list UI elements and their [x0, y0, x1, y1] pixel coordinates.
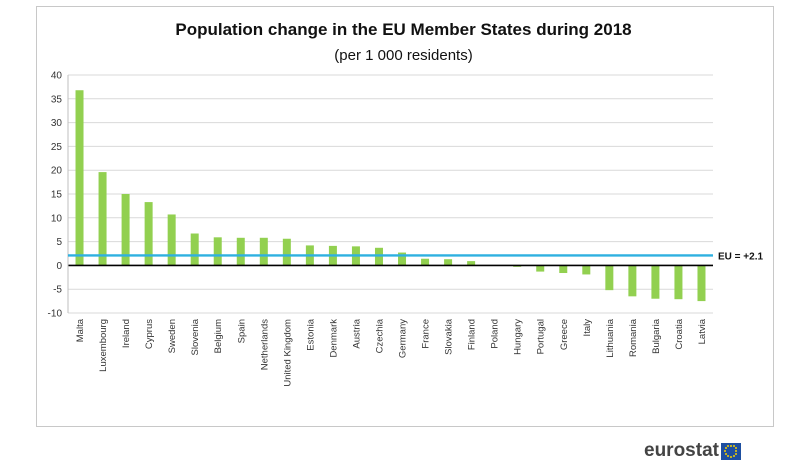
x-tick-label: Lithuania: [605, 318, 616, 357]
x-tick-label: France: [421, 319, 432, 349]
bar-germany: [398, 252, 407, 266]
x-tick-label: Luxembourg: [98, 319, 109, 372]
x-tick-label: Croatia: [674, 318, 685, 349]
bar-latvia: [697, 265, 706, 302]
bar-france: [421, 258, 430, 266]
x-tick-label: Slovenia: [190, 318, 201, 355]
x-tick-label: Portugal: [536, 319, 547, 354]
bar-ireland: [121, 194, 130, 266]
eu-flag-icon: [720, 442, 741, 460]
eurostat-logo: eurostat: [644, 440, 741, 462]
x-tick-label: Sweden: [167, 319, 178, 353]
chart-subtitle: (per 1 000 residents): [334, 47, 473, 64]
x-tick-label: Austria: [351, 318, 362, 348]
bar-cyprus: [144, 202, 153, 266]
y-tick-label: 10: [51, 213, 63, 224]
x-tick-label: Estonia: [305, 318, 316, 350]
x-tick-label: Malta: [75, 318, 86, 342]
eurostat-logo-text: eurostat: [644, 440, 719, 461]
x-tick-label: Poland: [490, 319, 501, 349]
bar-finland: [467, 261, 476, 266]
bar-greece: [559, 265, 568, 274]
x-tick-label: Netherlands: [259, 319, 270, 370]
x-tick-label: Italy: [582, 319, 593, 337]
y-tick-label: 25: [51, 142, 63, 153]
x-tick-label: United Kingdom: [282, 319, 293, 387]
bar-sweden: [167, 214, 176, 266]
bar-lithuania: [605, 265, 614, 291]
bar-croatia: [674, 265, 683, 300]
y-tick-label: 35: [51, 94, 63, 105]
x-tick-label: Hungary: [513, 319, 524, 355]
bar-malta: [75, 90, 84, 266]
y-tick-label: 40: [51, 71, 63, 82]
x-tick-label: Belgium: [213, 319, 224, 353]
bar-portugal: [536, 265, 545, 272]
x-tick-label: Ireland: [121, 319, 132, 348]
eu-reference-label: EU = +2.1: [718, 251, 763, 262]
x-tick-label: Germany: [398, 319, 409, 358]
bar-slovakia: [444, 259, 453, 266]
chart-title: Population change in the EU Member State…: [175, 20, 632, 39]
bar-slovenia: [190, 233, 199, 266]
x-tick-label: Cyprus: [144, 319, 155, 349]
bar-spain: [236, 237, 245, 266]
y-tick-label: -5: [53, 285, 62, 296]
x-tick-label: Finland: [467, 319, 478, 350]
x-tick-label: Spain: [236, 319, 247, 343]
bar-united-kingdom: [282, 238, 291, 266]
x-tick-label: Denmark: [328, 319, 339, 358]
y-tick-label: 20: [51, 166, 63, 177]
x-tick-label: Bulgaria: [651, 318, 662, 354]
bar-italy: [582, 265, 591, 275]
x-tick-label: Romania: [628, 318, 639, 357]
y-tick-label: 15: [51, 190, 63, 201]
y-tick-label: 0: [56, 261, 62, 272]
bar-netherlands: [259, 237, 268, 266]
x-tick-label: Slovakia: [444, 318, 455, 355]
x-tick-label: Latvia: [697, 318, 708, 344]
bar-romania: [628, 265, 637, 297]
bar-belgium: [213, 237, 222, 266]
x-tick-label: Greece: [559, 319, 570, 350]
chart-frame: [36, 6, 774, 427]
y-tick-label: -10: [48, 309, 63, 320]
bar-luxembourg: [98, 172, 107, 266]
bar-bulgaria: [651, 265, 660, 299]
y-tick-label: 30: [51, 118, 63, 129]
x-tick-label: Czechia: [374, 318, 385, 353]
y-tick-label: 5: [56, 237, 62, 248]
